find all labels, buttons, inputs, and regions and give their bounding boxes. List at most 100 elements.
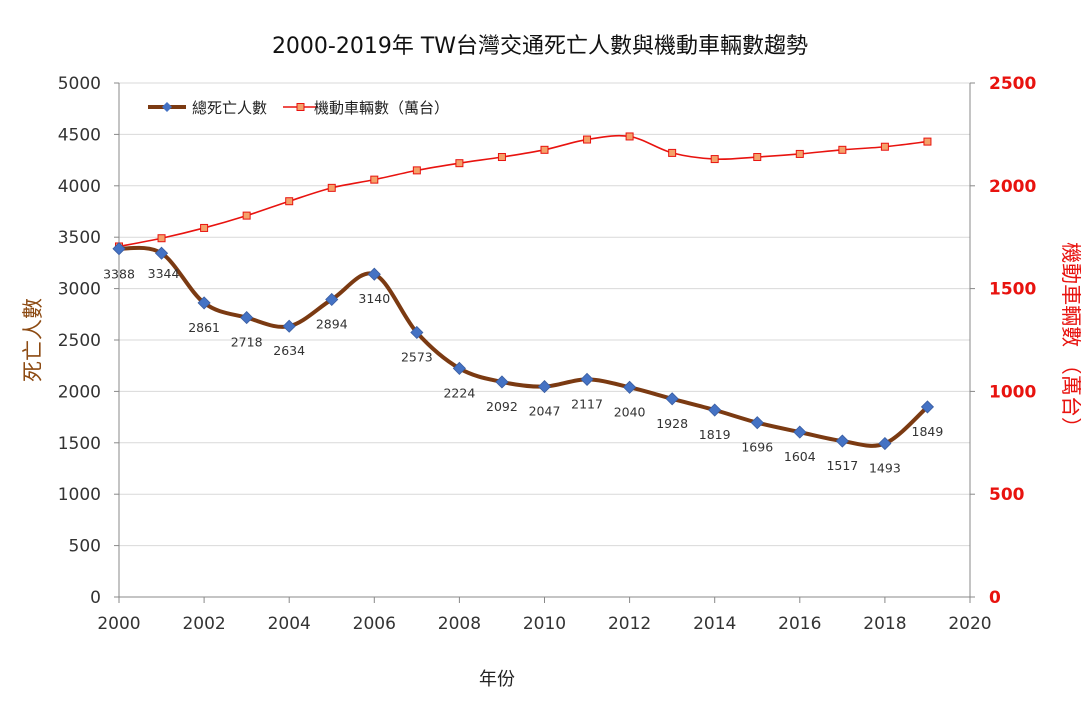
death-marker bbox=[580, 372, 594, 386]
x-tick-label: 2014 bbox=[693, 614, 736, 634]
death-marker bbox=[750, 416, 764, 430]
data-label: 2894 bbox=[316, 316, 348, 331]
vehicle-marker bbox=[668, 148, 677, 157]
data-label: 3344 bbox=[148, 266, 180, 281]
data-label: 2634 bbox=[273, 343, 305, 358]
death-marker bbox=[240, 311, 254, 325]
data-label: 2092 bbox=[486, 399, 518, 414]
vehicle-marker bbox=[625, 132, 634, 141]
vehicle-marker bbox=[412, 166, 421, 175]
death-marker bbox=[537, 380, 552, 394]
data-label: 2718 bbox=[231, 335, 263, 350]
legend-marker-deaths bbox=[162, 102, 172, 112]
death-marker bbox=[665, 392, 679, 406]
x-tick-label: 2012 bbox=[608, 614, 651, 634]
data-labels: 3388 3344 2861 2718 2634 2894 3140 2573 2224 2092… bbox=[103, 266, 943, 475]
y-tick-label-left: 3000 bbox=[58, 280, 101, 300]
y-tick-label-left: 1000 bbox=[58, 485, 101, 505]
data-label: 2573 bbox=[401, 349, 433, 364]
data-label: 1928 bbox=[656, 416, 688, 431]
data-label: 2224 bbox=[443, 385, 475, 400]
y-tick-label-right: 1500 bbox=[989, 280, 1036, 300]
death-marker bbox=[154, 246, 169, 260]
series-group bbox=[112, 132, 935, 451]
data-label: 1819 bbox=[699, 427, 731, 442]
vehicle-marker bbox=[497, 153, 506, 162]
death-marker bbox=[452, 361, 466, 375]
y-tick-label-right: 2000 bbox=[989, 177, 1036, 197]
x-tick-label: 2020 bbox=[948, 614, 991, 634]
death-marker bbox=[708, 403, 722, 417]
data-label: 1517 bbox=[826, 458, 858, 473]
vehicle-marker bbox=[753, 153, 762, 162]
gridlines bbox=[119, 82, 970, 547]
axes bbox=[114, 82, 975, 603]
x-tick-label: 2006 bbox=[353, 614, 396, 634]
x-tick-label: 2004 bbox=[268, 614, 311, 634]
y-tick-label-left: 0 bbox=[90, 588, 101, 608]
x-tick-label: 2008 bbox=[438, 614, 481, 634]
death-marker bbox=[920, 400, 935, 414]
y-tick-label-left: 4500 bbox=[58, 125, 101, 145]
y-tick-label-left: 500 bbox=[69, 537, 101, 557]
y-tick-label-left: 5000 bbox=[58, 74, 101, 94]
death-marker bbox=[325, 292, 339, 307]
tick-labels: 0500100015002000250030003500400045005000… bbox=[58, 74, 1037, 634]
y-tick-label-left: 3500 bbox=[58, 228, 101, 248]
y-tick-label-right: 1000 bbox=[989, 382, 1036, 402]
death-marker bbox=[793, 425, 807, 439]
x-axis-label: 年份 bbox=[479, 669, 515, 690]
data-label: 2861 bbox=[188, 320, 220, 335]
x-tick-label: 2010 bbox=[523, 614, 566, 634]
data-label: 2047 bbox=[529, 404, 561, 419]
vehicle-marker bbox=[880, 142, 889, 151]
vehicle-marker bbox=[795, 149, 804, 158]
series-line-vehicles bbox=[118, 134, 928, 248]
death-marker bbox=[367, 267, 381, 281]
death-marker bbox=[878, 436, 892, 451]
data-label: 3388 bbox=[103, 267, 135, 282]
death-marker bbox=[623, 380, 637, 394]
vehicle-marker bbox=[455, 159, 464, 168]
death-marker bbox=[112, 242, 126, 256]
death-marker bbox=[835, 434, 849, 448]
death-marker bbox=[282, 319, 296, 333]
chart-title: 2000-2019年 TW台灣交通死亡人數與機動車輛數趨勢 bbox=[272, 34, 808, 59]
data-label: 2117 bbox=[571, 396, 603, 411]
x-tick-label: 2016 bbox=[778, 614, 821, 634]
vehicle-marker bbox=[540, 145, 549, 154]
death-marker bbox=[197, 296, 211, 310]
legend-label-deaths: 總死亡人數 bbox=[192, 99, 267, 117]
data-label: 1849 bbox=[912, 424, 944, 439]
y-tick-label-left: 2500 bbox=[58, 331, 101, 351]
data-label: 1696 bbox=[741, 440, 773, 455]
vehicle-marker bbox=[242, 211, 251, 220]
death-marker bbox=[410, 325, 424, 340]
data-label: 1604 bbox=[784, 449, 816, 464]
vehicle-marker bbox=[157, 234, 166, 243]
x-tick-label: 2002 bbox=[182, 614, 225, 634]
vehicle-marker bbox=[923, 137, 932, 146]
y-tick-label-left: 2000 bbox=[58, 382, 101, 402]
vehicle-marker bbox=[327, 183, 336, 192]
y-tick-label-right: 500 bbox=[989, 485, 1025, 505]
data-label: 1493 bbox=[869, 461, 901, 476]
y-tick-label-left: 4000 bbox=[58, 177, 101, 197]
vehicle-marker bbox=[370, 175, 379, 184]
legend-label-vehicles: 機動車輛數（萬台） bbox=[314, 99, 449, 117]
y-tick-label-right: 0 bbox=[989, 588, 1001, 608]
data-label: 3140 bbox=[358, 291, 390, 306]
vehicle-marker bbox=[710, 155, 719, 164]
legend: 總死亡人數 機動車輛數（萬台） bbox=[148, 99, 449, 117]
vehicle-marker bbox=[838, 145, 847, 154]
y-axis-label-left: 死亡人數 bbox=[21, 298, 45, 382]
legend-marker-vehicles bbox=[296, 103, 305, 111]
x-tick-label: 2000 bbox=[97, 614, 140, 634]
data-label: 2040 bbox=[614, 404, 646, 419]
y-tick-label-right: 2500 bbox=[989, 74, 1036, 94]
x-tick-label: 2018 bbox=[863, 614, 906, 634]
y-tick-label-left: 1500 bbox=[58, 434, 101, 454]
vehicle-marker bbox=[285, 197, 294, 206]
vehicle-marker bbox=[583, 135, 592, 144]
